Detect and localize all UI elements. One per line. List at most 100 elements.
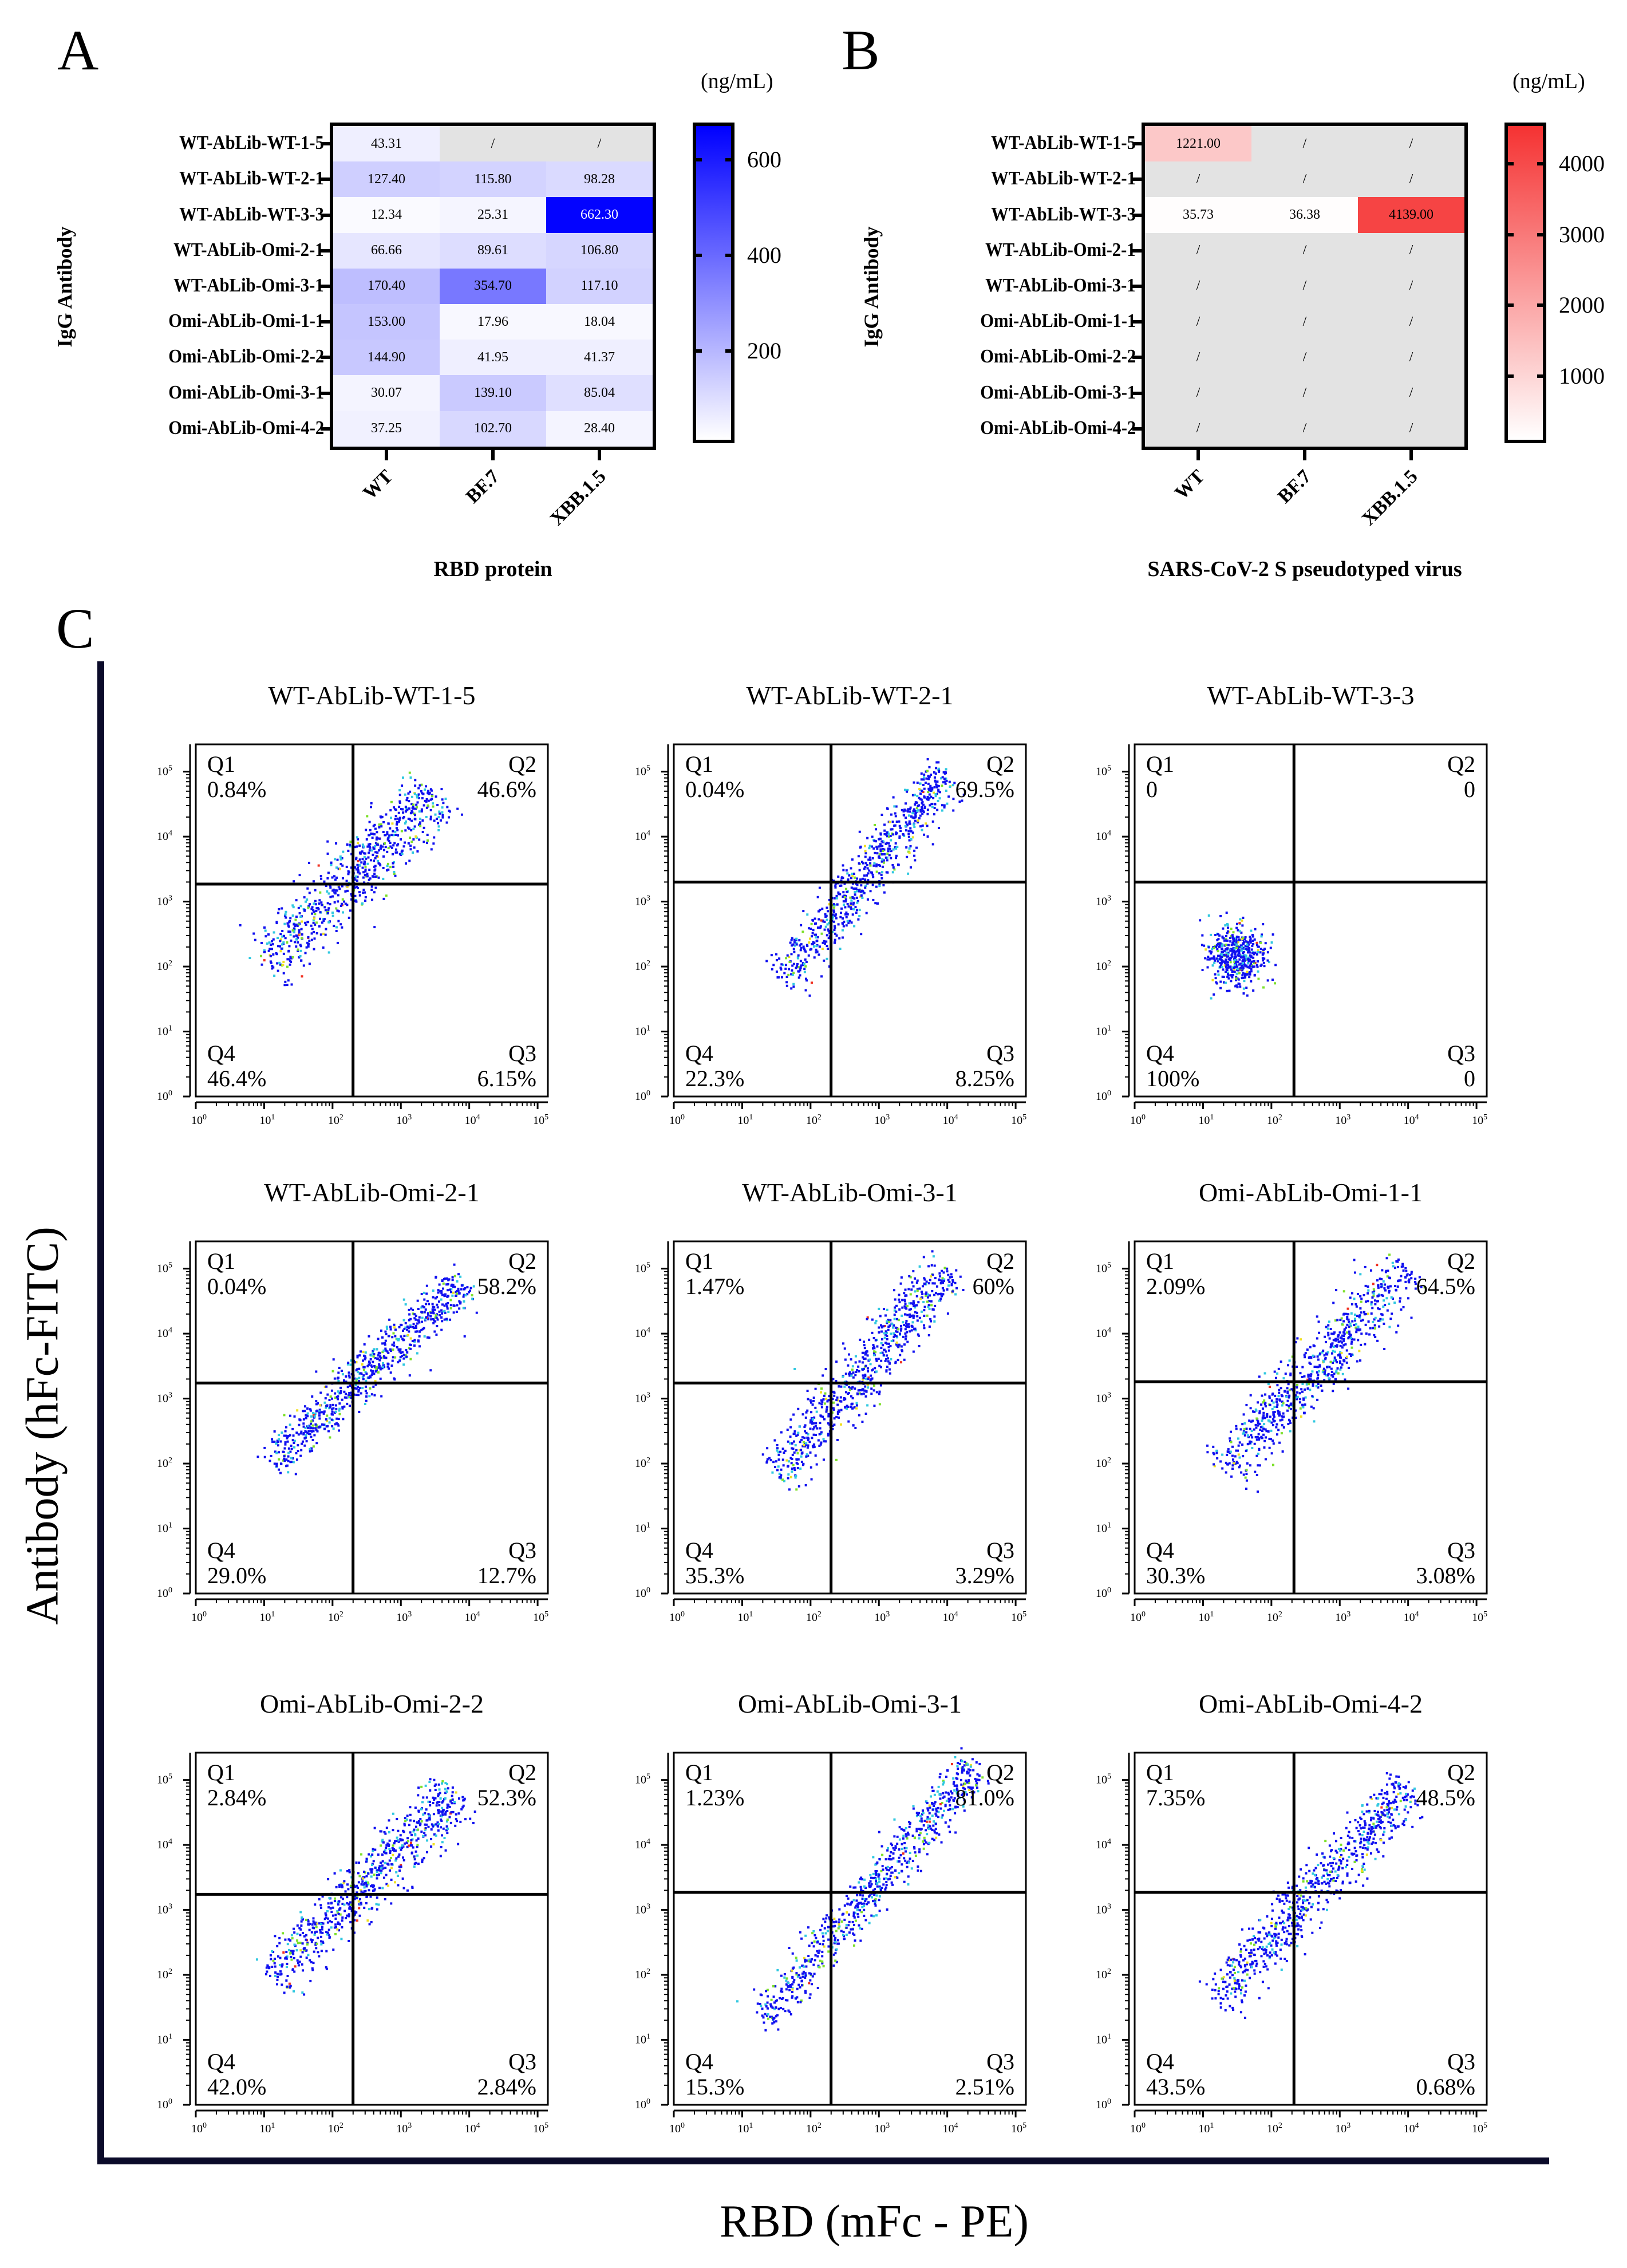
- tick-base: 10: [533, 1114, 544, 1127]
- event-dot: [289, 933, 292, 936]
- event-dot: [283, 1447, 286, 1450]
- event-dot: [913, 817, 915, 819]
- event-dot: [1296, 1383, 1298, 1386]
- event-dot: [1240, 967, 1243, 970]
- event-dot: [422, 804, 425, 807]
- event-dot: [389, 809, 392, 812]
- event-dot: [882, 849, 884, 852]
- event-dot: [851, 913, 854, 916]
- event-dot: [441, 1311, 444, 1314]
- event-dot: [855, 1402, 858, 1405]
- event-dot: [1337, 1340, 1340, 1343]
- event-dot: [289, 1434, 291, 1437]
- event-dot: [793, 1440, 796, 1443]
- event-dot: [866, 1386, 869, 1389]
- event-dot: [926, 770, 929, 772]
- tick-base: 10: [157, 766, 168, 778]
- event-dot: [435, 1314, 437, 1317]
- event-dot: [332, 1358, 335, 1361]
- event-dot: [376, 851, 379, 854]
- event-dot: [344, 902, 347, 905]
- heatmap-x-title: SARS-CoV-2 S pseudotyped virus: [1147, 557, 1462, 581]
- event-dot: [392, 830, 394, 833]
- event-dot: [331, 1425, 334, 1427]
- event-dot: [882, 859, 885, 862]
- event-dot: [1242, 959, 1245, 961]
- event-dot: [1349, 1355, 1352, 1358]
- event-dot: [382, 821, 385, 823]
- event-dot: [870, 1393, 873, 1395]
- event-dot: [1339, 1319, 1342, 1322]
- event-dot: [950, 1284, 953, 1287]
- heatmap-cell: /: [1251, 340, 1358, 376]
- event-dot: [402, 1357, 405, 1360]
- event-dot: [788, 968, 791, 971]
- event-dot: [858, 862, 860, 865]
- event-dot: [392, 862, 394, 865]
- event-dot: [1249, 1407, 1252, 1410]
- event-dot: [872, 898, 875, 901]
- tick-base: 10: [157, 830, 168, 843]
- event-dot: [847, 1420, 850, 1423]
- event-dot: [456, 1292, 459, 1295]
- event-dot: [827, 1434, 830, 1437]
- event-dot: [336, 1377, 339, 1380]
- event-dot: [827, 922, 830, 925]
- event-dot: [307, 945, 310, 948]
- event-dot: [783, 972, 786, 975]
- event-dot: [813, 956, 816, 959]
- event-dot: [339, 923, 342, 926]
- event-dot: [1243, 1427, 1246, 1430]
- event-dot: [1381, 1294, 1384, 1297]
- event-dot: [368, 1395, 371, 1398]
- event-dot: [899, 1329, 902, 1332]
- tick-base: 10: [806, 1114, 818, 1127]
- event-dot: [1261, 933, 1263, 936]
- event-dot: [893, 1318, 896, 1320]
- event-dot: [1248, 1419, 1251, 1422]
- event-dot: [940, 1279, 943, 1282]
- event-dot: [386, 1365, 389, 1368]
- event-dot: [1231, 1445, 1234, 1448]
- event-dot: [811, 1437, 814, 1439]
- event-dot: [418, 1321, 421, 1324]
- event-dot: [1251, 1436, 1254, 1439]
- event-dot: [333, 875, 336, 878]
- event-dot: [365, 875, 368, 878]
- event-dot: [441, 1312, 444, 1315]
- row-tick: [1132, 320, 1142, 324]
- event-dot: [427, 804, 429, 807]
- event-dot: [353, 1361, 356, 1364]
- event-dot: [1231, 936, 1234, 938]
- tick-base: 10: [635, 1522, 646, 1535]
- event-dot: [408, 1347, 410, 1350]
- event-dot: [1244, 954, 1247, 957]
- event-dot: [804, 989, 807, 992]
- event-dot: [904, 1307, 907, 1309]
- event-dot: [418, 1345, 421, 1348]
- event-dot: [802, 1462, 805, 1465]
- event-dot: [358, 858, 361, 861]
- event-dot: [1256, 950, 1259, 953]
- tick-exponent: 5: [1483, 1113, 1487, 1122]
- event-dot: [334, 1396, 337, 1399]
- event-dot: [858, 890, 860, 893]
- event-dot: [356, 845, 358, 848]
- event-dot: [1210, 933, 1213, 936]
- event-dot: [427, 792, 429, 795]
- event-dot: [823, 940, 826, 942]
- event-dot: [916, 1279, 919, 1282]
- event-dot: [1225, 1461, 1227, 1464]
- event-dot: [319, 891, 322, 894]
- event-dot: [314, 889, 317, 892]
- event-dot: [1205, 948, 1207, 951]
- event-dot: [1289, 1430, 1292, 1433]
- x-tick-label: 102: [1267, 1113, 1282, 1127]
- event-dot: [851, 896, 854, 899]
- event-dot: [1237, 978, 1240, 981]
- event-dot: [305, 946, 308, 949]
- event-dot: [1249, 1442, 1251, 1445]
- event-dot: [1221, 965, 1223, 968]
- event-dot: [1233, 940, 1235, 942]
